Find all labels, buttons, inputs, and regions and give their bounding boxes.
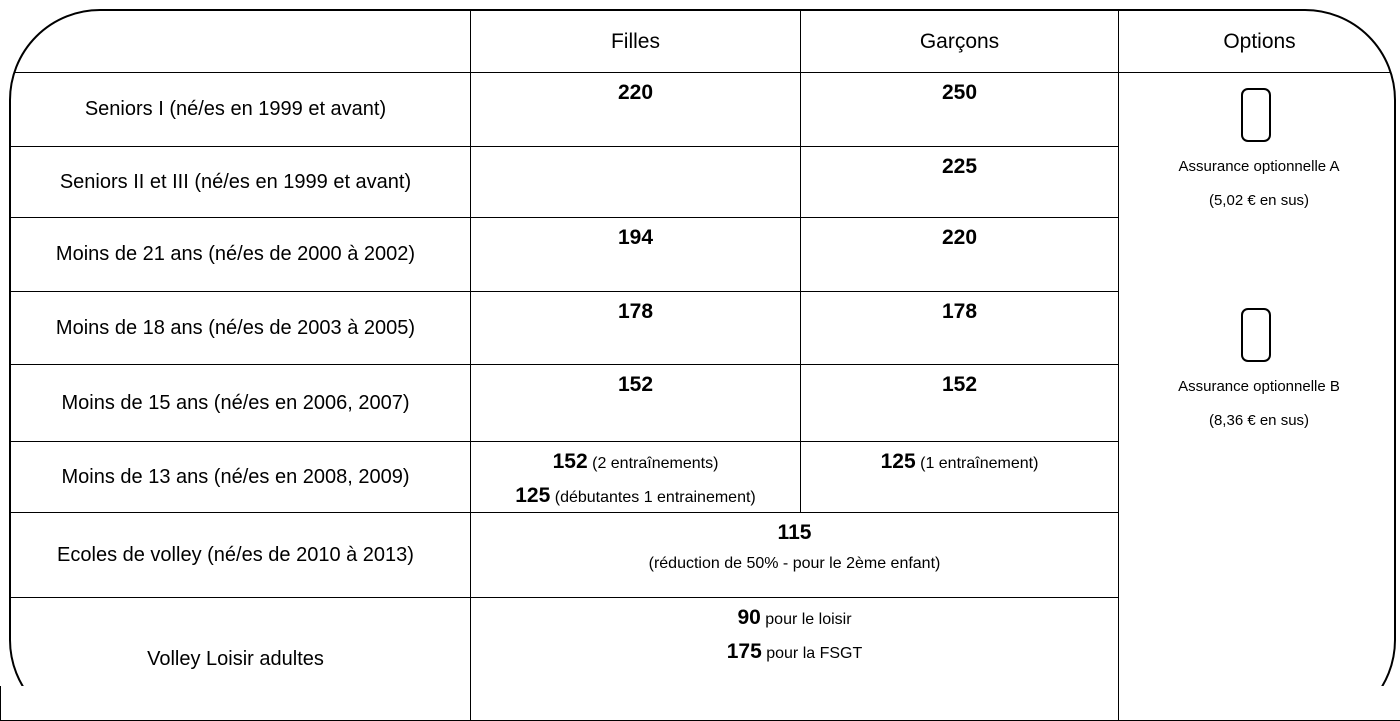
price-cell: 194 [470, 217, 801, 292]
price: 152 [552, 450, 588, 473]
price-cell: 225 [800, 146, 1119, 218]
header-cell: Garçons [800, 10, 1119, 73]
row-label: Ecoles de volley (né/es de 2010 à 2013) [57, 543, 414, 566]
row-label: Moins de 15 ans (né/es en 2006, 2007) [61, 391, 410, 414]
price-line: 178 [618, 300, 653, 324]
option-price: (5,02 € en sus) [1208, 192, 1310, 209]
row-label: Moins de 13 ans (né/es en 2008, 2009) [61, 465, 410, 488]
row-label: Seniors I (né/es en 1999 et avant) [84, 98, 387, 120]
price-cell: 115 (réduction de 50% - pour le 2ème enfa… [470, 512, 1119, 598]
price-cell: 90 pour le loisir 175 pour la FSGT [470, 597, 1119, 721]
price-cell: 152 [800, 364, 1119, 442]
price: 220 [941, 226, 978, 249]
price-line: 178 [942, 300, 977, 324]
row-label-cell: Volley Loisir adultes [0, 597, 471, 721]
price-cell: 152 [470, 364, 801, 442]
price: 250 [941, 81, 978, 104]
price-line: 152 [618, 373, 653, 397]
price-line: (réduction de 50% - pour le 2ème enfant) [649, 555, 941, 573]
option-price: (8,36 € en sus) [1208, 412, 1310, 429]
column-header: Filles [610, 29, 660, 53]
price-cell: 250 [800, 72, 1119, 147]
price-line: 175 pour la FSGT [727, 640, 863, 664]
price-note: (réduction de 50% - pour le 2ème enfant) [648, 555, 941, 572]
row-label-cell: Ecoles de volley (né/es de 2010 à 2013) [0, 512, 471, 598]
row-label-cell: Moins de 21 ans (né/es de 2000 à 2002) [0, 217, 471, 292]
price: 178 [941, 300, 978, 323]
price: 125 [880, 450, 916, 473]
row-label-cell: Moins de 13 ans (né/es en 2008, 2009) [0, 441, 471, 513]
price: 178 [617, 300, 654, 323]
price-cell [470, 146, 801, 218]
price-line: 152 [942, 373, 977, 397]
price-cell: 178 [470, 291, 801, 365]
price-line: 90 pour le loisir [737, 606, 851, 630]
row-label: Moins de 21 ans (né/es de 2000 à 2002) [55, 243, 416, 265]
price-cell: 220 [470, 72, 801, 147]
price-line: 152 (2 entraînements) [553, 450, 719, 474]
price-note: (2 entraînements) [592, 455, 719, 472]
price: 90 [737, 606, 761, 629]
row-label: Moins de 18 ans (né/es de 2003 à 2005) [55, 316, 416, 339]
row-label-cell: Seniors I (né/es en 1999 et avant) [0, 72, 471, 147]
option-label: Assurance optionnelle A [1178, 158, 1340, 175]
price-line: 115 [778, 521, 812, 545]
price-note: pour la FSGT [766, 645, 863, 662]
price-line: 225 [942, 155, 977, 179]
row-label-cell: Moins de 15 ans (né/es en 2006, 2007) [0, 364, 471, 442]
row-label: Seniors II et III (né/es en 1999 et avan… [59, 170, 412, 193]
price: 175 [726, 640, 762, 663]
price-cell: 152 (2 entraînements) 125 (débutantes 1 e… [470, 441, 801, 513]
price-cell: 178 [800, 291, 1119, 365]
column-header: Garçons [919, 29, 1000, 53]
price: 125 [515, 484, 551, 507]
price: 152 [617, 373, 654, 396]
checkbox[interactable] [1241, 88, 1271, 142]
price-line: 125 (1 entraînement) [881, 450, 1039, 474]
header-cell: Options [1118, 10, 1400, 73]
price: 115 [777, 521, 812, 544]
price: 194 [617, 226, 654, 249]
price: 152 [941, 373, 978, 396]
price-note: (1 entraînement) [920, 455, 1039, 472]
row-label: Volley Loisir adultes [147, 647, 324, 670]
price-note: pour le loisir [765, 611, 852, 628]
row-label-cell: Moins de 18 ans (né/es de 2003 à 2005) [0, 291, 471, 365]
header-cell [0, 10, 471, 73]
price-line: 125 (débutantes 1 entrainement) [515, 484, 756, 508]
price: 220 [617, 81, 654, 104]
price-line: 194 [618, 226, 653, 250]
price-line: 220 [942, 226, 977, 250]
checkbox[interactable] [1241, 308, 1271, 362]
option-label: Assurance optionnelle B [1178, 378, 1340, 395]
price-line: 250 [942, 81, 977, 105]
price-line: 220 [618, 81, 653, 105]
price: 225 [941, 155, 978, 178]
price-cell: 220 [800, 217, 1119, 292]
row-label-cell: Seniors II et III (né/es en 1999 et avan… [0, 146, 471, 218]
price-note: (débutantes 1 entrainement) [554, 489, 756, 506]
page: {"table": { "columns": ["Filles", "Garço… [0, 9, 1400, 721]
column-header: Options [1223, 29, 1296, 53]
price-cell: 125 (1 entraînement) [800, 441, 1119, 513]
header-cell: Filles [470, 10, 801, 73]
